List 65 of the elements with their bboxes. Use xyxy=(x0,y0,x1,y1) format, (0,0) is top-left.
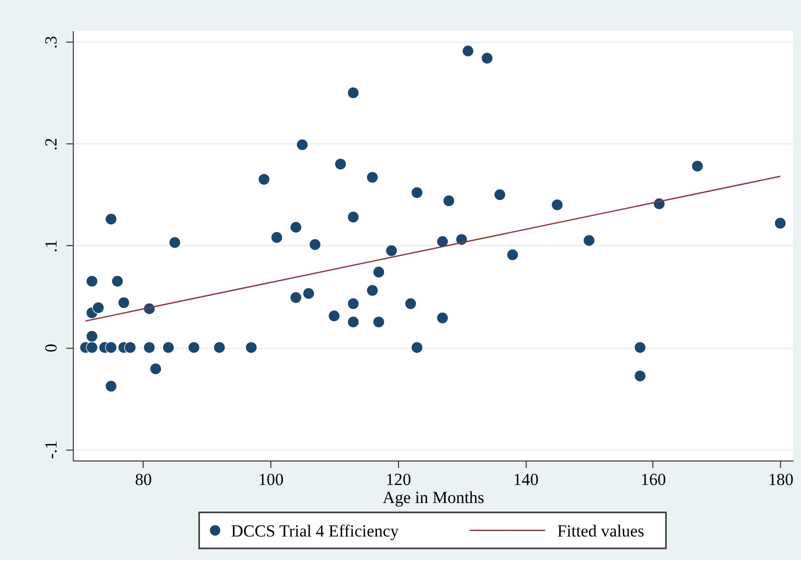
point xyxy=(302,287,315,300)
point xyxy=(105,380,118,392)
point xyxy=(347,316,360,328)
point xyxy=(481,52,494,64)
point xyxy=(634,370,646,382)
point xyxy=(213,341,226,354)
point xyxy=(105,341,118,354)
point xyxy=(118,296,130,309)
point xyxy=(105,213,118,226)
point xyxy=(188,341,200,354)
point xyxy=(436,312,448,324)
point xyxy=(347,86,360,99)
point xyxy=(372,316,385,328)
x-tick-label: 100 xyxy=(258,470,284,489)
point xyxy=(494,188,506,201)
y-tick-label: .3 xyxy=(41,36,60,49)
legend-label: DCCS Trial 4 Efficiency xyxy=(231,521,400,540)
point xyxy=(111,275,124,288)
x-tick-label: 160 xyxy=(640,470,666,489)
point xyxy=(386,244,398,257)
point xyxy=(245,341,258,354)
point xyxy=(366,284,378,296)
point xyxy=(168,236,181,249)
point xyxy=(290,292,302,304)
x-axis-title: Age in Months xyxy=(382,488,484,507)
point xyxy=(634,341,646,354)
y-tick-label: .2 xyxy=(41,138,60,151)
point xyxy=(551,198,564,211)
point xyxy=(372,266,385,278)
point xyxy=(270,231,283,244)
point xyxy=(309,238,321,251)
point xyxy=(411,341,423,354)
point xyxy=(334,158,346,170)
point xyxy=(442,194,455,207)
point xyxy=(404,298,417,310)
x-tick-label: 120 xyxy=(386,470,412,489)
point xyxy=(150,362,162,375)
x-tick-label: 180 xyxy=(768,470,794,489)
point xyxy=(124,341,136,354)
x-tick-label: 140 xyxy=(513,470,539,489)
point xyxy=(258,173,270,186)
point xyxy=(328,310,340,322)
point xyxy=(691,160,704,172)
point xyxy=(411,186,423,199)
legend-label: Fitted values xyxy=(557,521,644,540)
point xyxy=(366,171,378,184)
point xyxy=(143,341,156,354)
point xyxy=(296,138,308,151)
point xyxy=(583,234,596,246)
y-tick-label: -.1 xyxy=(41,440,60,460)
point xyxy=(774,217,786,230)
point xyxy=(86,330,98,342)
x-tick-label: 80 xyxy=(134,470,152,489)
point xyxy=(436,236,448,248)
point xyxy=(462,45,474,57)
point xyxy=(347,298,360,310)
point xyxy=(506,248,519,261)
y-tick-label: .1 xyxy=(41,240,60,252)
point xyxy=(92,302,104,314)
point xyxy=(86,275,98,288)
y-tick-label: 0 xyxy=(41,344,60,352)
point xyxy=(162,341,174,354)
point xyxy=(347,211,360,224)
point xyxy=(290,221,302,234)
point xyxy=(86,341,98,354)
